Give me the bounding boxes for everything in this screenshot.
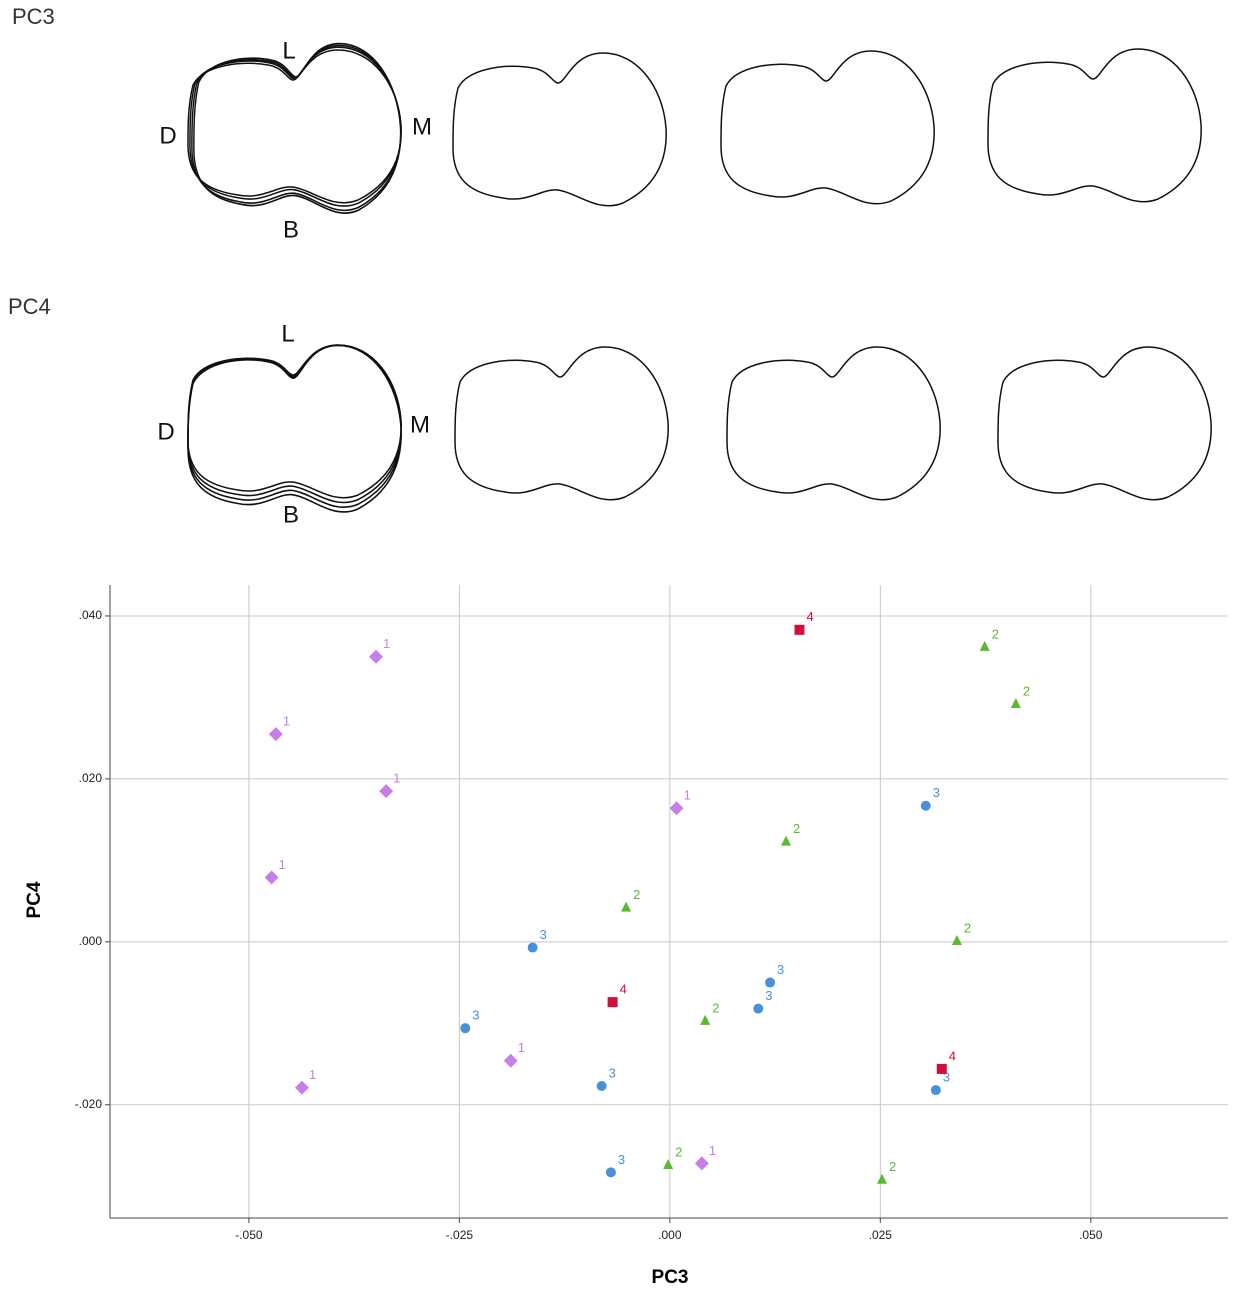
shape (988, 49, 1201, 202)
point-label: 3 (472, 1008, 479, 1023)
x-axis-label: PC3 (652, 1267, 689, 1288)
point-label: 3 (765, 988, 772, 1003)
x-tick-label: -.025 (446, 1228, 474, 1242)
point-label: 1 (283, 714, 290, 729)
y-tick-label: .000 (79, 934, 103, 948)
point-label: 1 (279, 857, 286, 872)
point (794, 625, 804, 635)
point (670, 801, 684, 815)
point-label: 1 (518, 1040, 525, 1055)
point-label: 1 (684, 788, 691, 803)
point-label: 3 (540, 927, 547, 942)
y-axis-label: PC4 (24, 881, 45, 918)
landmark: D (159, 122, 176, 149)
point (621, 902, 631, 912)
point (980, 641, 990, 651)
point (295, 1081, 309, 1095)
y-tick-label: -.020 (75, 1097, 103, 1111)
shape-overlay (188, 345, 401, 512)
shape (721, 51, 934, 204)
landmark: D (157, 418, 174, 445)
landmark: B (283, 501, 299, 528)
point (269, 727, 283, 741)
y-tick-label: .020 (79, 771, 103, 785)
point-label: 2 (1023, 683, 1030, 698)
x-tick-label: .050 (1079, 1228, 1103, 1242)
point (608, 997, 618, 1007)
point-label: 2 (964, 920, 971, 935)
point (265, 870, 279, 884)
point (781, 836, 791, 846)
point-label: 2 (633, 887, 640, 902)
point (952, 935, 962, 945)
point-label: 3 (777, 962, 784, 977)
point (504, 1054, 518, 1068)
point (369, 650, 383, 664)
y-tick-label: .040 (79, 608, 103, 622)
point-label: 1 (383, 636, 390, 651)
shape (998, 347, 1211, 500)
shape (453, 53, 666, 206)
point-label: 4 (806, 609, 813, 624)
point (1011, 698, 1021, 708)
shape-overlay (188, 44, 401, 214)
point-label: 1 (709, 1143, 716, 1158)
point (937, 1064, 947, 1074)
point-label: 2 (793, 821, 800, 836)
shape (455, 347, 668, 500)
figure: PC3 L D M B PC4 L D M B PC3 PC4 -.050 -.0… (0, 0, 1233, 1293)
point (921, 801, 931, 811)
point-label: 2 (992, 626, 999, 641)
point-label: 3 (618, 1152, 625, 1167)
point (606, 1167, 616, 1177)
shape (727, 347, 940, 500)
point (753, 1004, 763, 1014)
point-label: 2 (889, 1159, 896, 1174)
point (877, 1174, 887, 1184)
point (700, 1015, 710, 1025)
landmark: L (282, 37, 295, 64)
x-tick-label: .000 (658, 1228, 682, 1242)
point-label: 3 (609, 1065, 616, 1080)
point-label: 2 (712, 1000, 719, 1015)
x-tick-label: .025 (869, 1228, 893, 1242)
landmark: B (283, 216, 299, 243)
point (931, 1085, 941, 1095)
landmark: M (410, 411, 430, 438)
x-tick-label: -.050 (235, 1228, 263, 1242)
point (460, 1023, 470, 1033)
point (528, 943, 538, 953)
point-label: 1 (309, 1067, 316, 1082)
point-label: 1 (393, 771, 400, 786)
point-label: 4 (620, 982, 627, 997)
point (765, 978, 775, 988)
row-title: PC4 (8, 294, 51, 319)
point (663, 1159, 673, 1169)
landmark: M (412, 113, 432, 140)
point-label: 4 (949, 1048, 956, 1063)
point (597, 1081, 607, 1091)
point-label: 2 (675, 1144, 682, 1159)
page: PC3 L D M B PC4 L D M B PC3 PC4 -.050 -.0… (0, 0, 1233, 1298)
point (695, 1156, 709, 1170)
row-title: PC3 (12, 4, 55, 29)
point (379, 784, 393, 798)
point-label: 3 (933, 785, 940, 800)
landmark: L (281, 320, 294, 347)
